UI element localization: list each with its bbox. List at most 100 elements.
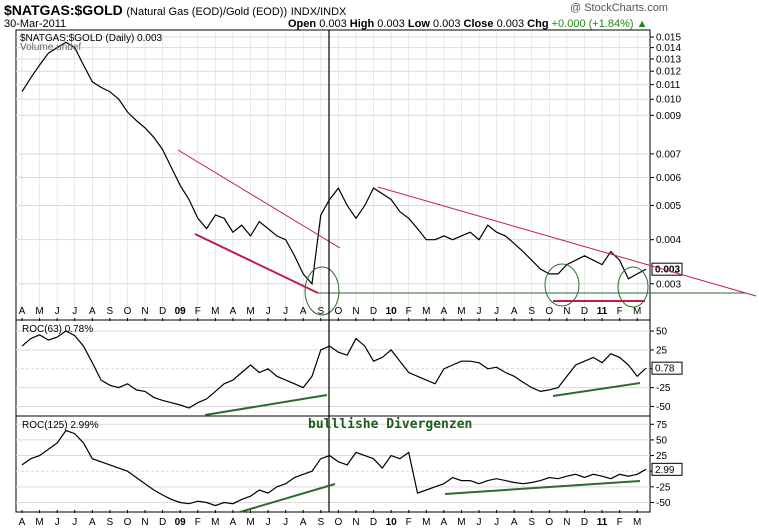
x-tick-label: N [352, 517, 359, 528]
x-tick-label: J [266, 306, 271, 317]
x-tick-label: J [283, 517, 288, 528]
y-tick-label: 50 [656, 327, 668, 338]
x-tick-label: J [477, 306, 482, 317]
y-tick-label: 0.015 [656, 33, 681, 44]
price-legend: $NATGAS:$GOLD (Daily) 0.003 [20, 33, 163, 44]
x-tick-label: F [617, 306, 623, 317]
y-tick-label: 0.005 [656, 201, 681, 212]
y-tick-label: 25 [656, 451, 668, 462]
x-tick-label: A [511, 517, 518, 528]
x-tick-label: M [211, 517, 219, 528]
x-tick-label: M [422, 517, 430, 528]
low-value: 0.003 [432, 18, 461, 30]
roc63-legend: ROC(63) 0.78% [22, 324, 93, 335]
trend-annotations [177, 30, 757, 513]
highlight-circle-2 [544, 263, 580, 307]
x-tick-label: N [563, 517, 570, 528]
x-tick-label: 10 [386, 306, 398, 317]
y-tick-label: -25 [656, 383, 671, 394]
y-tick-label: 50 [656, 435, 668, 446]
series-line-roc125 [21, 429, 647, 507]
x-tick-label: M [35, 517, 43, 528]
x-tick-label: J [494, 517, 499, 528]
x-tick-label: N [141, 306, 148, 317]
grid-lines [16, 32, 650, 503]
x-tick-label: J [72, 517, 77, 528]
x-tick-label: A [19, 306, 26, 317]
price-panel-frame [15, 29, 651, 321]
x-tick-label: A [230, 517, 237, 528]
highlight-circle-1 [304, 266, 340, 316]
roc63-divergence-line-2 [552, 382, 641, 397]
x-tick-label: D [370, 306, 377, 317]
chg-arrow-icon: ▲ [636, 18, 648, 30]
x-tick-label: J [283, 306, 288, 317]
x-tick-label: J [494, 306, 499, 317]
x-tick-label: 11 [597, 306, 608, 317]
y-tick-label: 0.006 [656, 173, 681, 184]
symbol: $NATGAS:$GOLD [4, 2, 123, 18]
y-tick-label: 25 [656, 345, 668, 356]
x-tick-label: N [563, 306, 570, 317]
y-tick-label: -50 [656, 402, 671, 413]
x-tick-label: S [107, 306, 114, 317]
x-tick-label: M [211, 306, 219, 317]
x-tick-label: O [124, 517, 132, 528]
roc125-divergence-line-1 [239, 483, 336, 513]
y-tick-label: -50 [656, 498, 671, 509]
brand-logo: @ StockCharts.com [570, 2, 668, 14]
x-tick-label: N [141, 517, 148, 528]
x-tick-label: A [89, 306, 96, 317]
y-tick-label: 0.003 [656, 279, 681, 290]
x-tick-label: 09 [175, 517, 187, 528]
x-tick-label: D [159, 517, 166, 528]
chart-title: $NATGAS:$GOLD (Natural Gas (EOD)/Gold (E… [4, 2, 346, 18]
change-value: +0.000 (+1.84%) [551, 18, 634, 30]
x-tick-label: M [457, 517, 465, 528]
x-tick-label: F [406, 306, 412, 317]
symbol-description: (Natural Gas (EOD)/Gold (EOD)) [126, 6, 288, 18]
x-tick-label: F [617, 517, 623, 528]
downtrend-line-1 [177, 149, 341, 249]
downtrend-line-2 [377, 186, 757, 297]
x-tick-label: M [457, 306, 465, 317]
x-tick-label: D [370, 517, 377, 528]
last-value-box [651, 361, 683, 375]
x-tick-label: A [300, 517, 307, 528]
x-tick-label: S [528, 306, 535, 317]
x-tick-label: A [300, 306, 307, 317]
last-value-box [651, 462, 683, 476]
lower-channel-line [194, 233, 319, 294]
x-tick-label: S [528, 517, 535, 528]
y-tick-label: 0.013 [656, 54, 681, 65]
x-tick-label: M [633, 517, 641, 528]
x-tick-label: A [19, 517, 26, 528]
x-tick-label: M [35, 306, 43, 317]
highlight-circle-3 [617, 266, 649, 308]
x-tick-label: A [441, 306, 448, 317]
x-tick-label: D [159, 306, 166, 317]
high-value: 0.003 [377, 18, 405, 30]
x-tick-label: 10 [386, 517, 398, 528]
y-tick-label: 0.010 [656, 95, 681, 106]
x-tick-label: O [335, 306, 343, 317]
x-tick-label: J [55, 517, 60, 528]
x-tick-label: J [72, 306, 77, 317]
x-tick-label: S [317, 517, 324, 528]
y-tick-label: 0.012 [656, 67, 681, 78]
x-tick-label: A [441, 517, 448, 528]
x-tick-label: S [317, 306, 324, 317]
y-tick-label: 0.014 [656, 43, 681, 54]
roc125-divergence-line-2 [444, 480, 641, 495]
y-tick-label: 0.004 [656, 235, 681, 246]
y-tick-label: 0.011 [656, 80, 681, 91]
close-value: 0.003 [496, 18, 525, 30]
last-value-label: 0.78 [655, 364, 675, 375]
x-tick-label: J [477, 517, 482, 528]
x-tick-label: M [246, 517, 254, 528]
x-tick-label: F [406, 517, 412, 528]
series-line-price [21, 41, 647, 286]
y-tick-label: 0.009 [656, 111, 681, 122]
x-tick-label: A [230, 306, 237, 317]
